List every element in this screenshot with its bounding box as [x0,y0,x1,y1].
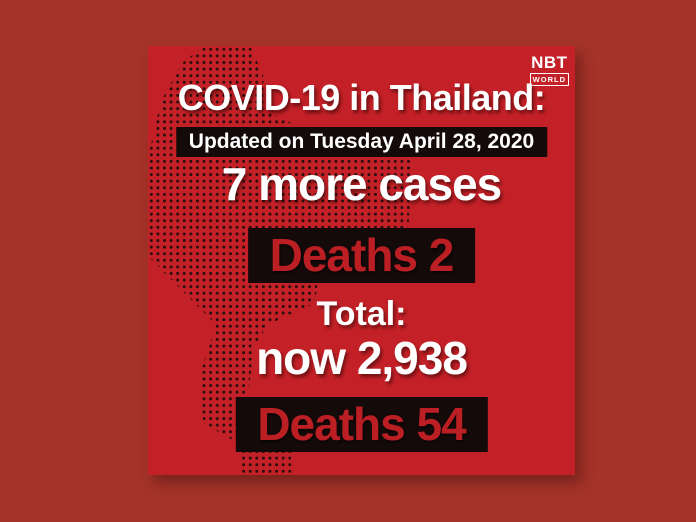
updated-date-banner: Updated on Tuesday April 28, 2020 [175,127,548,157]
total-cases-text: now 2,938 [256,332,468,384]
total-deaths-banner: Deaths 54 [235,397,488,452]
nbt-world-logo: NBT WORLD [529,53,569,86]
nbt-logo-world-text: WORLD [529,73,569,86]
new-deaths-banner: Deaths 2 [247,228,476,283]
nbt-logo-text: NBT [531,53,568,72]
headline: COVID-19 in Thailand: [177,77,546,118]
total-label: Total: [316,295,407,333]
new-cases-text: 7 more cases [221,158,503,210]
infographic-card: NBT WORLD COVID-19 in Thailand: Updated … [148,46,575,475]
